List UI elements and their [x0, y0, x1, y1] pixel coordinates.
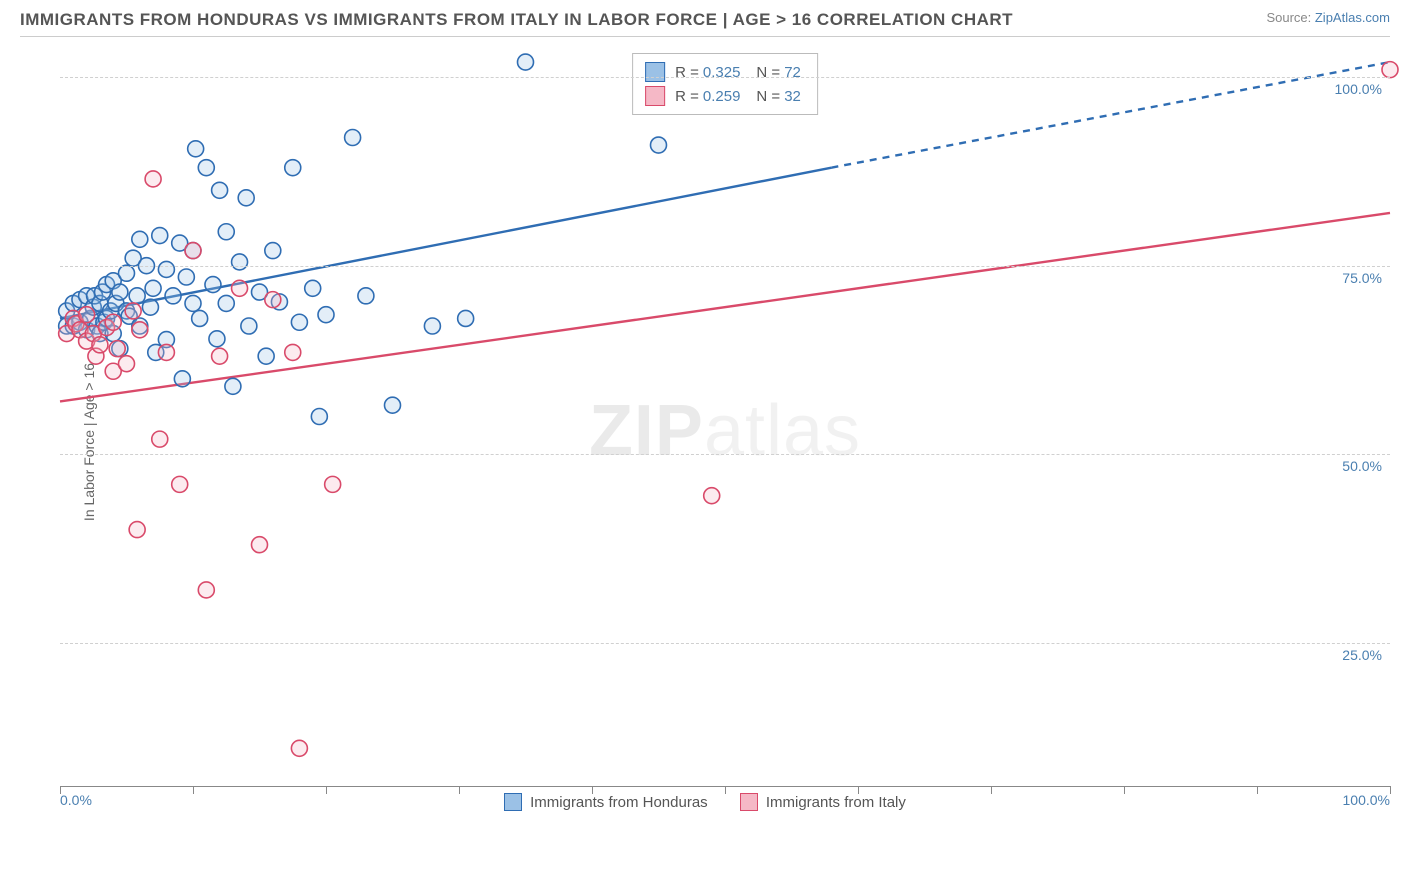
scatter-point [205, 277, 221, 293]
scatter-point [132, 231, 148, 247]
bottom-legend: Immigrants from Honduras Immigrants from… [20, 793, 1390, 815]
scatter-point [258, 348, 274, 364]
scatter-point [132, 322, 148, 338]
scatter-point [109, 341, 125, 357]
scatter-point [129, 522, 145, 538]
scatter-point [232, 280, 248, 296]
scatter-point [225, 378, 241, 394]
y-tick-label: 50.0% [1342, 458, 1382, 474]
scatter-point [198, 582, 214, 598]
scatter-point [424, 318, 440, 334]
stats-row-series-1: R = 0.259 N = 32 [645, 84, 805, 108]
scatter-point [218, 224, 234, 240]
scatter-point [119, 265, 135, 281]
scatter-point [345, 129, 361, 145]
scatter-point [174, 371, 190, 387]
legend-square-icon [645, 62, 665, 82]
scatter-point [188, 141, 204, 157]
source-label: Source: [1266, 10, 1314, 25]
scatter-point [285, 160, 301, 176]
scatter-point [704, 488, 720, 504]
scatter-point [158, 344, 174, 360]
scatter-point [458, 310, 474, 326]
scatter-point [192, 310, 208, 326]
scatter-point [105, 314, 121, 330]
scatter-point [212, 348, 228, 364]
scatter-point [125, 303, 141, 319]
stats-n-value: 32 [784, 88, 801, 105]
y-tick-label: 100.0% [1335, 81, 1382, 97]
scatter-point [212, 182, 228, 198]
scatter-point [209, 331, 225, 347]
y-tick-label: 25.0% [1342, 647, 1382, 663]
scatter-point [1382, 62, 1398, 78]
scatter-point [142, 299, 158, 315]
scatter-point [172, 476, 188, 492]
scatter-point [318, 307, 334, 323]
scatter-point [651, 137, 667, 153]
scatter-point [325, 476, 341, 492]
plot-region: ZIPatlas R = 0.325 N = 72 R = 0.259 N = [60, 47, 1390, 787]
legend-square-icon [504, 793, 522, 811]
scatter-point [185, 295, 201, 311]
scatter-point [305, 280, 321, 296]
scatter-point [285, 344, 301, 360]
legend-label: Immigrants from Honduras [530, 794, 708, 811]
scatter-point [152, 431, 168, 447]
correlation-chart: IMMIGRANTS FROM HONDURAS VS IMMIGRANTS F… [20, 10, 1390, 880]
scatter-point [129, 288, 145, 304]
scatter-point [152, 228, 168, 244]
scatter-point [198, 160, 214, 176]
scatter-point [158, 261, 174, 277]
scatter-point [291, 314, 307, 330]
scatter-point [145, 171, 161, 187]
source-value: ZipAtlas.com [1315, 10, 1390, 25]
scatter-point [252, 537, 268, 553]
scatter-point [241, 318, 257, 334]
chart-title: IMMIGRANTS FROM HONDURAS VS IMMIGRANTS F… [20, 10, 1390, 37]
y-tick-label: 75.0% [1342, 270, 1382, 286]
stats-legend-box: R = 0.325 N = 72 R = 0.259 N = 32 [632, 53, 818, 115]
scatter-point [232, 254, 248, 270]
scatter-point [178, 269, 194, 285]
scatter-point [218, 295, 234, 311]
scatter-point [311, 409, 327, 425]
scatter-point [358, 288, 374, 304]
scatter-point [238, 190, 254, 206]
scatter-point [265, 243, 281, 259]
plot-area: In Labor Force | Age > 16 ZIPatlas R = 0… [20, 47, 1390, 837]
stats-r-value: 0.259 [703, 88, 741, 105]
scatter-points-layer [60, 47, 1390, 786]
scatter-point [518, 54, 534, 70]
stats-n-label: N = [756, 88, 780, 105]
scatter-point [265, 292, 281, 308]
scatter-point [291, 740, 307, 756]
scatter-point [165, 288, 181, 304]
scatter-point [185, 243, 201, 259]
legend-label: Immigrants from Italy [766, 794, 906, 811]
source-attribution: Source: ZipAtlas.com [1266, 10, 1390, 25]
stats-row-series-0: R = 0.325 N = 72 [645, 60, 805, 84]
stats-r-label: R = [675, 88, 699, 105]
scatter-point [79, 307, 95, 323]
legend-square-icon [645, 86, 665, 106]
legend-item-0: Immigrants from Honduras [504, 793, 708, 811]
legend-item-1: Immigrants from Italy [740, 793, 906, 811]
scatter-point [92, 337, 108, 353]
scatter-point [385, 397, 401, 413]
scatter-point [145, 280, 161, 296]
scatter-point [112, 284, 128, 300]
legend-square-icon [740, 793, 758, 811]
scatter-point [119, 356, 135, 372]
